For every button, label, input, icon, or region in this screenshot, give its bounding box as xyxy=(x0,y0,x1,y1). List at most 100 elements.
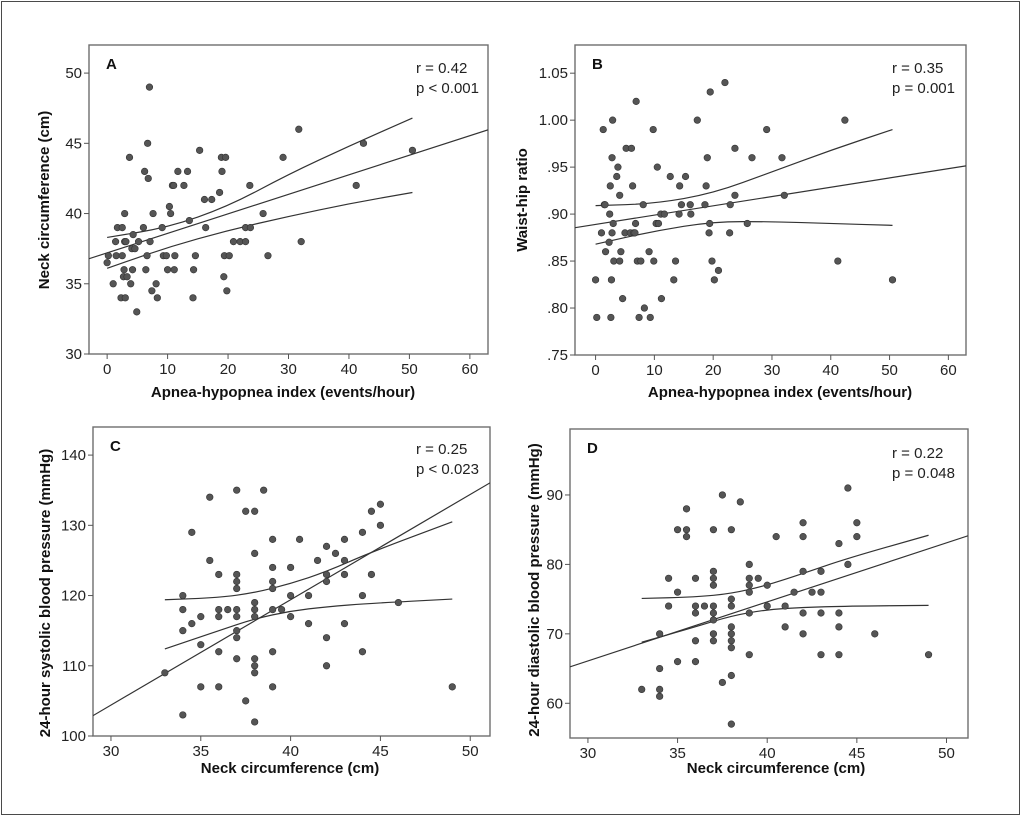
data-point xyxy=(718,678,726,687)
data-point xyxy=(835,539,843,548)
data-point xyxy=(179,627,187,635)
ci-lower-curve xyxy=(164,598,453,650)
ci-upper-curve xyxy=(107,117,413,239)
data-point xyxy=(666,172,674,181)
data-point xyxy=(142,266,150,274)
data-point xyxy=(780,191,788,199)
data-point xyxy=(179,591,187,600)
data-point xyxy=(118,252,126,260)
data-point xyxy=(340,535,349,543)
data-point xyxy=(736,498,744,506)
data-point xyxy=(727,720,735,728)
y-tick-label: 110 xyxy=(62,658,86,675)
data-point xyxy=(278,605,286,614)
data-point xyxy=(197,683,205,691)
data-point xyxy=(727,595,735,603)
data-point xyxy=(352,181,360,190)
data-point xyxy=(646,313,654,322)
x-tick-label: 30 xyxy=(764,362,781,379)
data-point xyxy=(616,257,624,265)
data-point xyxy=(709,637,718,645)
data-point xyxy=(745,651,753,659)
data-point xyxy=(358,528,367,536)
data-point xyxy=(118,223,126,232)
data-point xyxy=(888,276,897,284)
regression-line xyxy=(570,535,968,668)
data-point xyxy=(705,229,713,237)
data-point xyxy=(675,210,683,218)
x-tick-label: 50 xyxy=(881,362,898,379)
data-point xyxy=(322,542,331,550)
data-point xyxy=(726,229,734,237)
plot-frame xyxy=(574,44,967,356)
data-point xyxy=(322,634,331,642)
data-point xyxy=(637,257,645,265)
data-point xyxy=(174,167,182,176)
data-point xyxy=(653,163,661,171)
data-point xyxy=(656,664,664,673)
data-point xyxy=(601,248,610,256)
data-point xyxy=(743,219,751,228)
x-tick-label: 50 xyxy=(462,743,479,760)
x-tick-label: 10 xyxy=(646,362,663,379)
data-point xyxy=(817,651,825,659)
data-point xyxy=(687,210,695,218)
y-tick-label: 45 xyxy=(65,135,82,152)
panel-a: Neck circumference (cm) Apnea-hypopnea i… xyxy=(36,44,489,401)
x-tick-label: 10 xyxy=(159,361,176,378)
data-point xyxy=(197,613,205,621)
data-point xyxy=(188,528,196,536)
data-point xyxy=(799,609,807,617)
data-point xyxy=(638,685,646,693)
data-point xyxy=(183,167,192,176)
panel-letter: A xyxy=(106,56,117,73)
y-tick-label: 100 xyxy=(61,728,86,745)
data-point xyxy=(691,574,700,582)
data-point xyxy=(627,144,636,152)
data-point xyxy=(609,219,617,228)
x-tick-label: 40 xyxy=(822,362,839,379)
data-point xyxy=(152,280,160,288)
data-point xyxy=(656,630,664,638)
data-point xyxy=(677,201,686,209)
data-point xyxy=(251,613,259,621)
data-point xyxy=(593,313,601,322)
x-tick-label: 35 xyxy=(192,743,209,760)
x-tick-label: 50 xyxy=(401,361,418,378)
x-tick-label: 60 xyxy=(940,362,957,379)
y-tick-label: 1.05 xyxy=(539,65,568,82)
data-point xyxy=(799,519,807,527)
data-point xyxy=(673,526,682,534)
data-point xyxy=(649,125,657,134)
data-point xyxy=(408,146,417,154)
data-point xyxy=(745,588,753,596)
data-point xyxy=(242,697,250,705)
data-point xyxy=(206,556,214,565)
data-point xyxy=(673,588,682,596)
data-point xyxy=(241,238,250,246)
data-point xyxy=(196,146,204,154)
data-point xyxy=(617,248,625,256)
data-point xyxy=(148,287,156,295)
y-tick-label: .95 xyxy=(547,159,568,176)
data-point xyxy=(853,533,861,541)
data-point xyxy=(127,280,135,288)
data-point xyxy=(233,577,241,586)
data-point xyxy=(799,630,807,638)
data-point xyxy=(129,231,137,239)
data-point xyxy=(123,273,131,281)
data-point xyxy=(709,567,718,575)
data-point xyxy=(731,191,739,199)
x-tick-label: 40 xyxy=(282,743,299,760)
data-point xyxy=(340,556,349,565)
data-point xyxy=(215,605,223,614)
data-point xyxy=(158,223,166,232)
data-point xyxy=(671,257,680,265)
data-point xyxy=(170,181,178,190)
y-tick-label: 80 xyxy=(546,556,563,573)
y-tick-label: .75 xyxy=(547,347,568,364)
data-point xyxy=(246,223,255,232)
data-point xyxy=(727,526,735,534)
data-point xyxy=(229,238,238,246)
data-point xyxy=(727,623,735,631)
